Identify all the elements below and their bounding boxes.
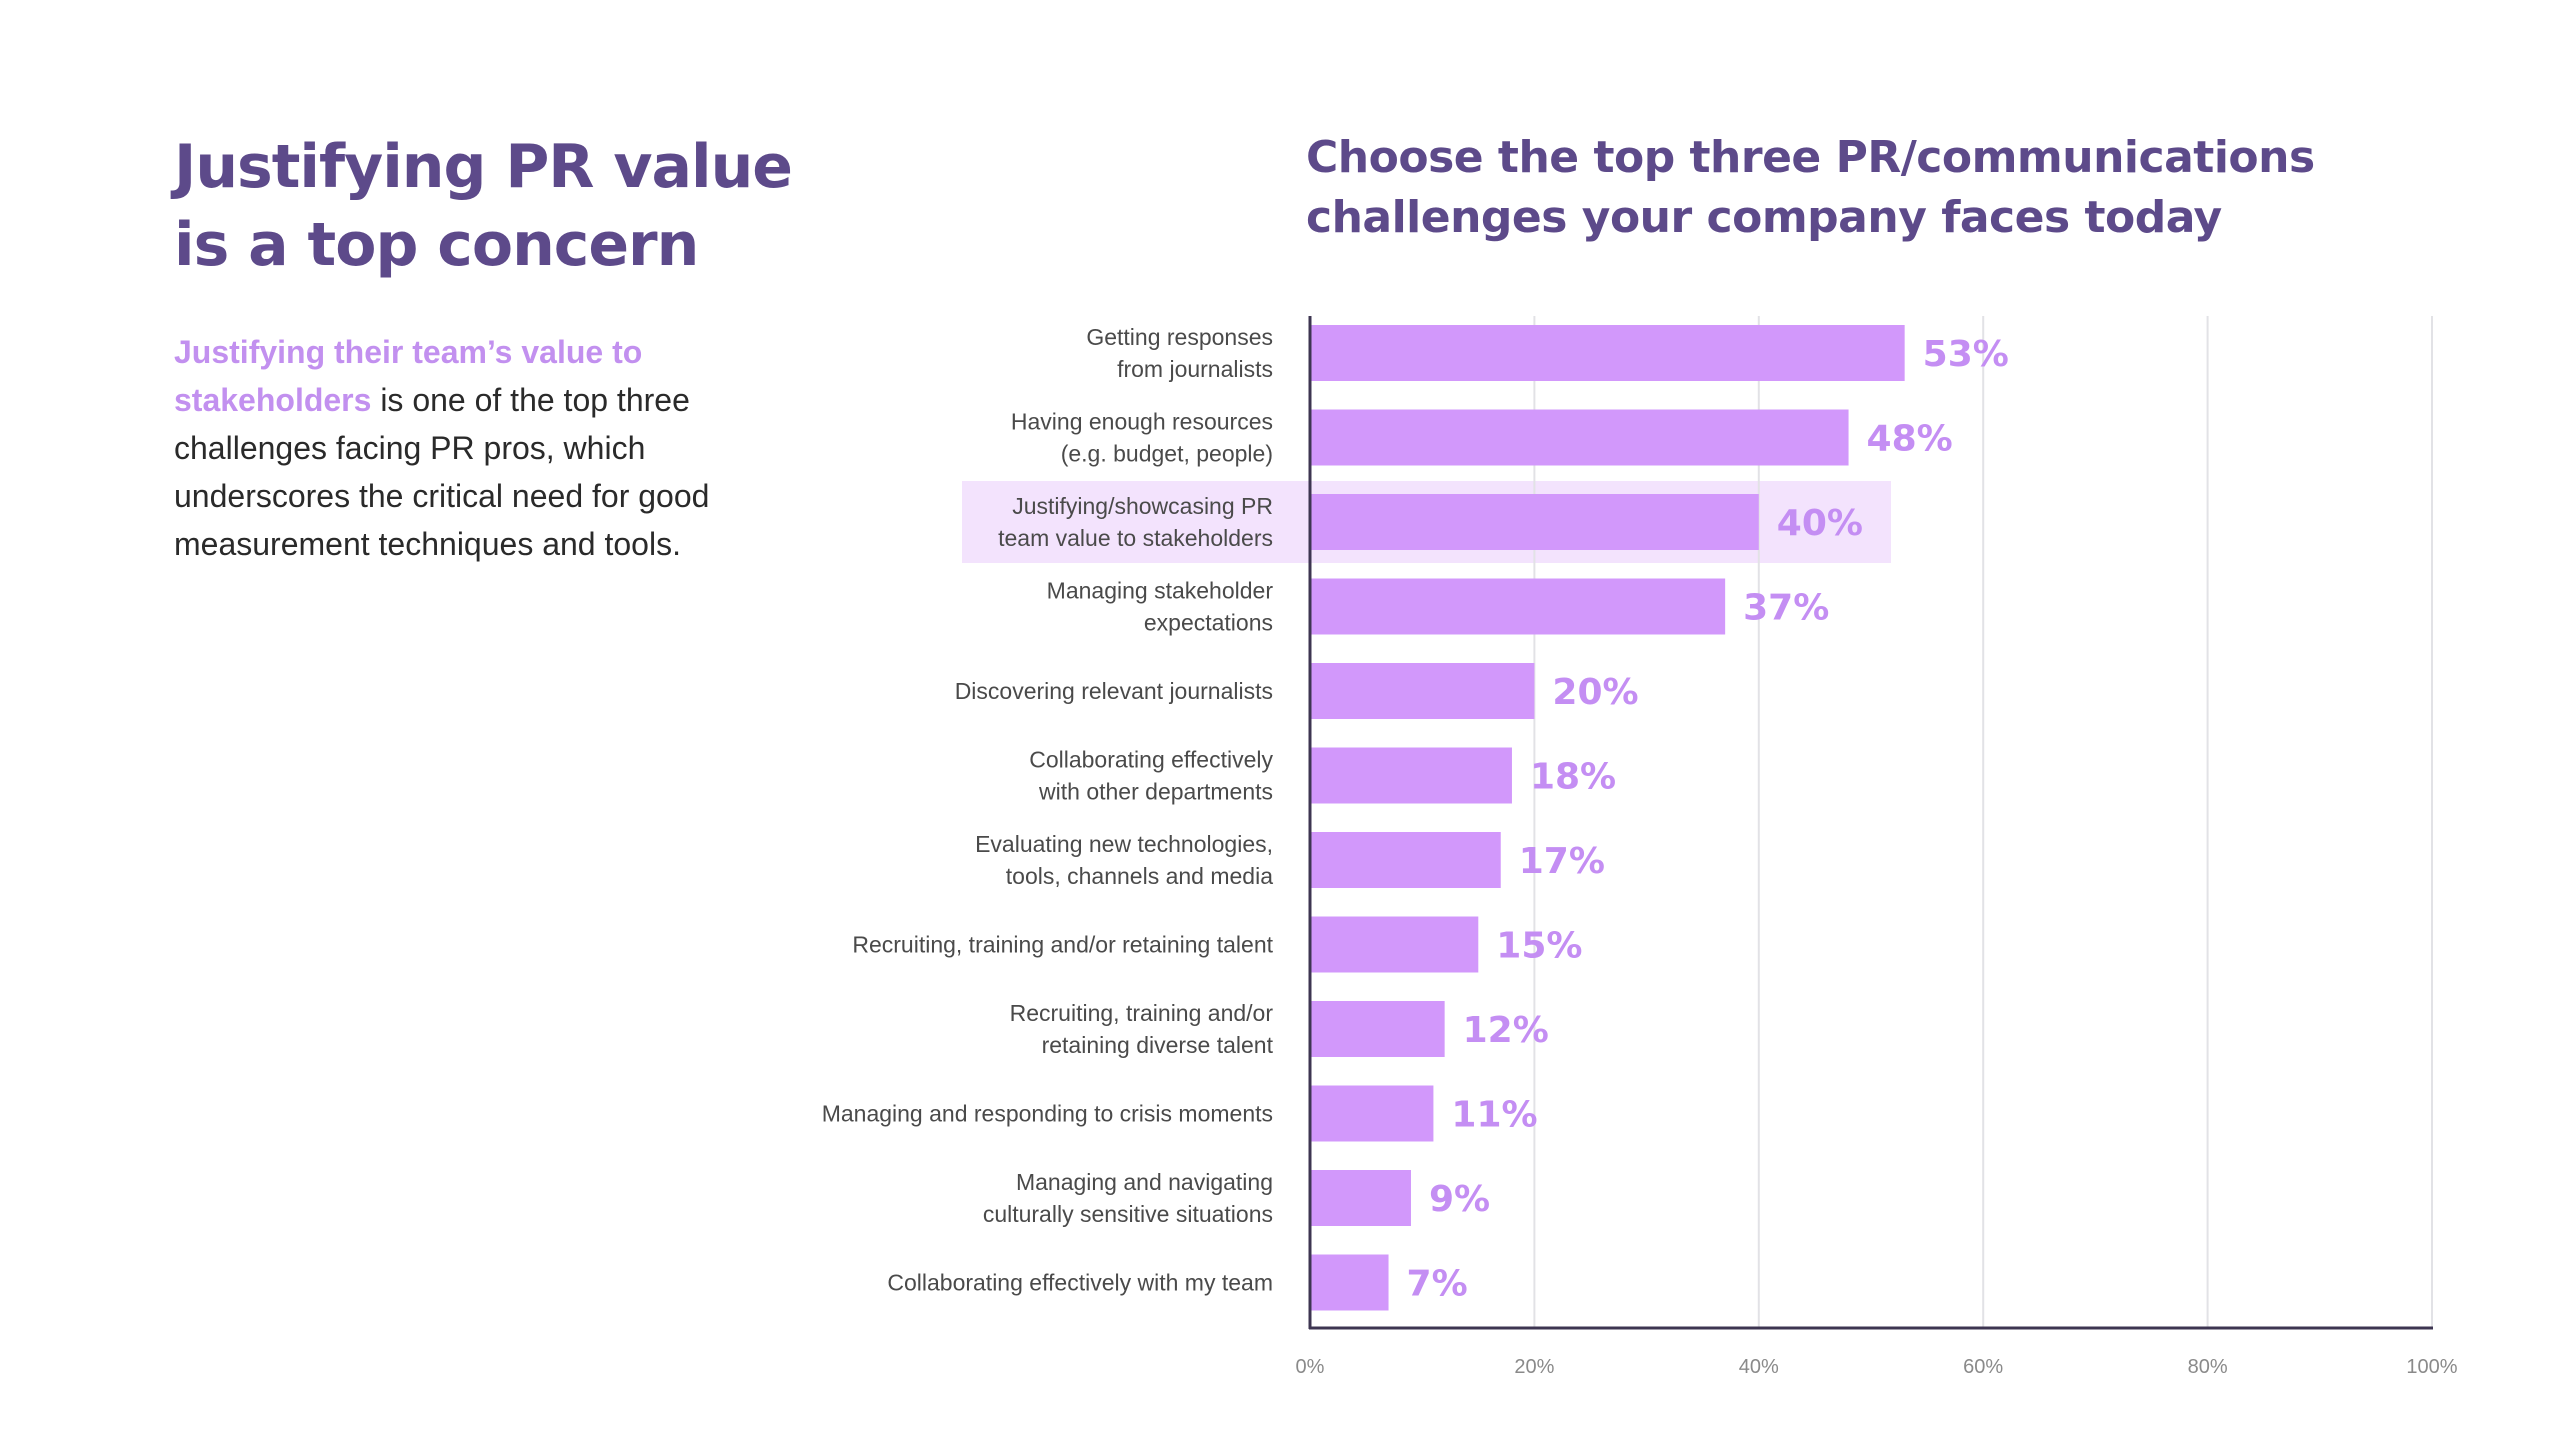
x-tick-labels: 0% 20% 40% 60% 80% 100% — [1296, 1356, 2458, 1378]
bar — [1310, 325, 1905, 381]
axes — [1308, 316, 2433, 1330]
gridlines — [1533, 316, 2433, 1328]
category-label: team value to stakeholders — [998, 525, 1273, 551]
bar — [1310, 1254, 1389, 1311]
x-tick-label: 0% — [1296, 1356, 1325, 1378]
value-labels: 53% 48% 40% 37% 20% 18% 17% 15% 12% 11% 9% 7% — [1407, 334, 2009, 1305]
bar — [1310, 578, 1726, 635]
bar — [1310, 832, 1501, 888]
page-title: Justifying PR value is a top concern — [174, 128, 814, 284]
bar — [1310, 1085, 1434, 1142]
value-label: 37% — [1743, 588, 1829, 629]
value-label: 15% — [1496, 926, 1582, 967]
value-label: 53% — [1923, 334, 2009, 375]
intro-rest: is one of the top three challenges facin… — [174, 382, 710, 562]
bar — [1310, 409, 1849, 466]
x-tick-label: 40% — [1739, 1356, 1779, 1378]
bar — [1310, 1170, 1411, 1226]
category-label: Managing and navigating — [1016, 1169, 1273, 1195]
category-label: Having enough resources — [1011, 409, 1273, 435]
bar — [1310, 494, 1759, 550]
category-label: Managing stakeholder — [1047, 578, 1274, 604]
value-label: 40% — [1777, 503, 1863, 544]
bar — [1310, 663, 1535, 719]
page-title-line-2: is a top concern — [174, 210, 699, 280]
category-labels: Getting responses from journalists Having … — [822, 324, 1274, 1296]
category-label: Discovering relevant journalists — [955, 678, 1273, 704]
value-label: 48% — [1867, 419, 1953, 460]
value-label: 18% — [1530, 757, 1616, 798]
bars — [1310, 325, 1905, 1311]
value-label: 11% — [1451, 1095, 1537, 1136]
value-label: 12% — [1463, 1010, 1549, 1051]
bar — [1310, 747, 1512, 804]
x-tick-label: 60% — [1963, 1356, 2003, 1378]
value-label: 9% — [1429, 1179, 1490, 1220]
category-label: Recruiting, training and/or retaining ta… — [852, 932, 1273, 958]
category-label: Recruiting, training and/or — [1010, 1000, 1274, 1026]
category-label: expectations — [1144, 610, 1273, 636]
x-tick-label: 80% — [2188, 1356, 2228, 1378]
chart-title: Choose the top three PR/communications c… — [1306, 128, 2406, 248]
bar — [1310, 1001, 1445, 1057]
category-label: Collaborating effectively — [1029, 747, 1273, 773]
intro-text: Justifying their team’s value to stakeho… — [174, 328, 754, 568]
x-tick-label: 100% — [2406, 1356, 2457, 1378]
category-label: Evaluating new technologies, — [975, 831, 1273, 857]
page-title-line-1: Justifying PR value — [174, 132, 793, 202]
category-label: Getting responses — [1086, 324, 1273, 350]
category-label: Managing and responding to crisis moment… — [822, 1101, 1273, 1127]
category-label: Justifying/showcasing PR — [1012, 493, 1273, 519]
category-label: (e.g. budget, people) — [1061, 441, 1273, 467]
category-label: from journalists — [1117, 356, 1273, 382]
chart-title-line-1: Choose the top three PR/communications — [1306, 132, 2315, 183]
chart-title-line-2: challenges your company faces today — [1306, 192, 2222, 243]
category-label: Collaborating effectively with my team — [887, 1270, 1273, 1296]
value-label: 7% — [1407, 1264, 1468, 1305]
category-label: retaining diverse talent — [1042, 1032, 1274, 1058]
category-label: tools, channels and media — [1006, 863, 1273, 889]
value-label: 17% — [1519, 841, 1605, 882]
value-label: 20% — [1552, 672, 1638, 713]
category-label: with other departments — [1038, 779, 1273, 805]
bar — [1310, 916, 1479, 973]
intro-highlight: Justifying their team’s value to stakeho… — [174, 334, 643, 418]
x-tick-label: 20% — [1514, 1356, 1554, 1378]
category-label: culturally sensitive situations — [983, 1201, 1273, 1227]
